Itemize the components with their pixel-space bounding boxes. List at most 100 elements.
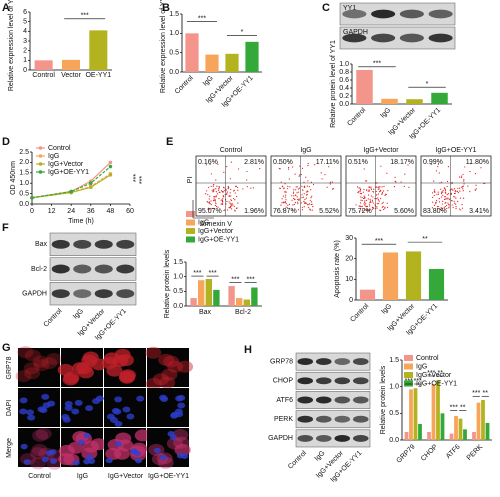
flow-dot	[480, 167, 482, 169]
flow-dot	[215, 179, 217, 181]
flow-dot	[282, 195, 285, 197]
flow-dot	[439, 208, 442, 210]
flow-dot	[371, 206, 373, 209]
y-tick-label: 0.4	[339, 85, 349, 92]
legend-swatch	[404, 363, 413, 370]
y-tick-label: 1.0	[173, 274, 183, 281]
flow-dot	[435, 203, 437, 205]
blot-band	[116, 239, 135, 249]
flow-dot	[451, 204, 453, 206]
flow-dot	[446, 185, 448, 188]
flow-dot	[440, 207, 442, 209]
flow-dot	[296, 186, 298, 188]
flow-dot	[454, 190, 456, 193]
y-tick-label: 0	[349, 297, 353, 304]
flow-dot	[207, 208, 209, 210]
nucleus	[135, 457, 143, 464]
flow-dot	[377, 199, 380, 201]
flow-dot	[367, 190, 369, 192]
blot-band	[51, 239, 70, 249]
flow-dot	[372, 191, 375, 193]
flow-dot	[226, 193, 228, 196]
cell	[177, 360, 194, 373]
y-tick-label: 0.6	[339, 77, 349, 84]
blot-band	[94, 239, 113, 249]
band-label: YY1	[343, 5, 356, 12]
nucleus	[23, 459, 31, 465]
flow-dot	[364, 197, 366, 199]
flow-dot	[310, 201, 313, 203]
flow-dot	[222, 200, 224, 202]
x-tick-label: Control	[349, 302, 370, 323]
flow-dot	[226, 192, 228, 194]
bar	[428, 269, 445, 300]
y-tick-label: 0.2	[339, 93, 349, 100]
flow-dot	[373, 202, 375, 204]
legend-label: IgG+OE-YY1	[416, 380, 457, 387]
flow-dot	[301, 209, 304, 211]
significance: ***	[405, 378, 413, 385]
bar	[431, 92, 448, 104]
cell	[158, 353, 175, 366]
flow-dot	[446, 180, 449, 183]
flow-dot	[230, 195, 232, 197]
flow-dot	[377, 202, 380, 205]
flow-dot	[301, 194, 303, 196]
column-label: Control	[28, 473, 51, 480]
flow-dot	[220, 199, 222, 201]
flow-dot	[394, 176, 396, 178]
flow-dot	[442, 189, 444, 192]
flow-dot	[361, 196, 363, 199]
x-tick-label: 24	[67, 208, 75, 215]
flow-dot	[288, 162, 290, 164]
flow-dot	[213, 190, 215, 192]
flow-dot	[291, 209, 294, 211]
blot-band	[297, 415, 314, 423]
flow-dot	[297, 188, 300, 190]
flow-dot	[304, 198, 306, 201]
flow-dot	[246, 186, 248, 188]
blot-strip	[49, 257, 137, 281]
flow-dot	[386, 202, 388, 204]
flow-dot	[404, 173, 406, 175]
cell	[58, 452, 75, 465]
significance: ***	[472, 390, 480, 397]
flow-dot	[324, 174, 326, 176]
blot-band	[399, 9, 424, 19]
quadrant-value: 75.72%	[348, 208, 372, 215]
flow-dot	[376, 194, 378, 196]
flow-dot	[309, 209, 312, 211]
y-axis-label: Relative expression level of YY1	[8, 0, 15, 91]
blot-band	[315, 377, 332, 385]
flow-dot	[456, 190, 458, 192]
flow-dot	[356, 186, 359, 188]
flow-dot	[304, 186, 306, 188]
blot-strip	[295, 410, 371, 429]
flow-dot	[305, 176, 307, 178]
flow-dot	[223, 171, 225, 173]
flow-dot	[214, 196, 216, 198]
bar	[485, 422, 490, 440]
flow-dot	[228, 201, 230, 203]
flow-dot	[281, 198, 283, 200]
cell	[35, 427, 52, 440]
flow-dot	[229, 202, 231, 204]
flow-dot	[234, 210, 236, 212]
flow-dot	[441, 209, 443, 211]
flow-dot	[213, 184, 215, 186]
bar	[449, 433, 454, 440]
flow-dot	[394, 180, 396, 182]
flow-dot	[454, 202, 456, 204]
blot-band	[73, 264, 92, 274]
cell	[19, 408, 28, 415]
flow-dot	[408, 186, 410, 188]
y-tick-label: 0.0	[173, 303, 183, 310]
flow-dot	[453, 192, 456, 195]
cell	[19, 397, 28, 404]
x-tick-label: 60	[126, 208, 134, 215]
blot-band	[94, 289, 113, 299]
bar	[236, 298, 243, 306]
flow-dot	[432, 196, 434, 198]
y-tick-label: 2.0	[19, 159, 29, 166]
flow-dot	[282, 201, 284, 203]
